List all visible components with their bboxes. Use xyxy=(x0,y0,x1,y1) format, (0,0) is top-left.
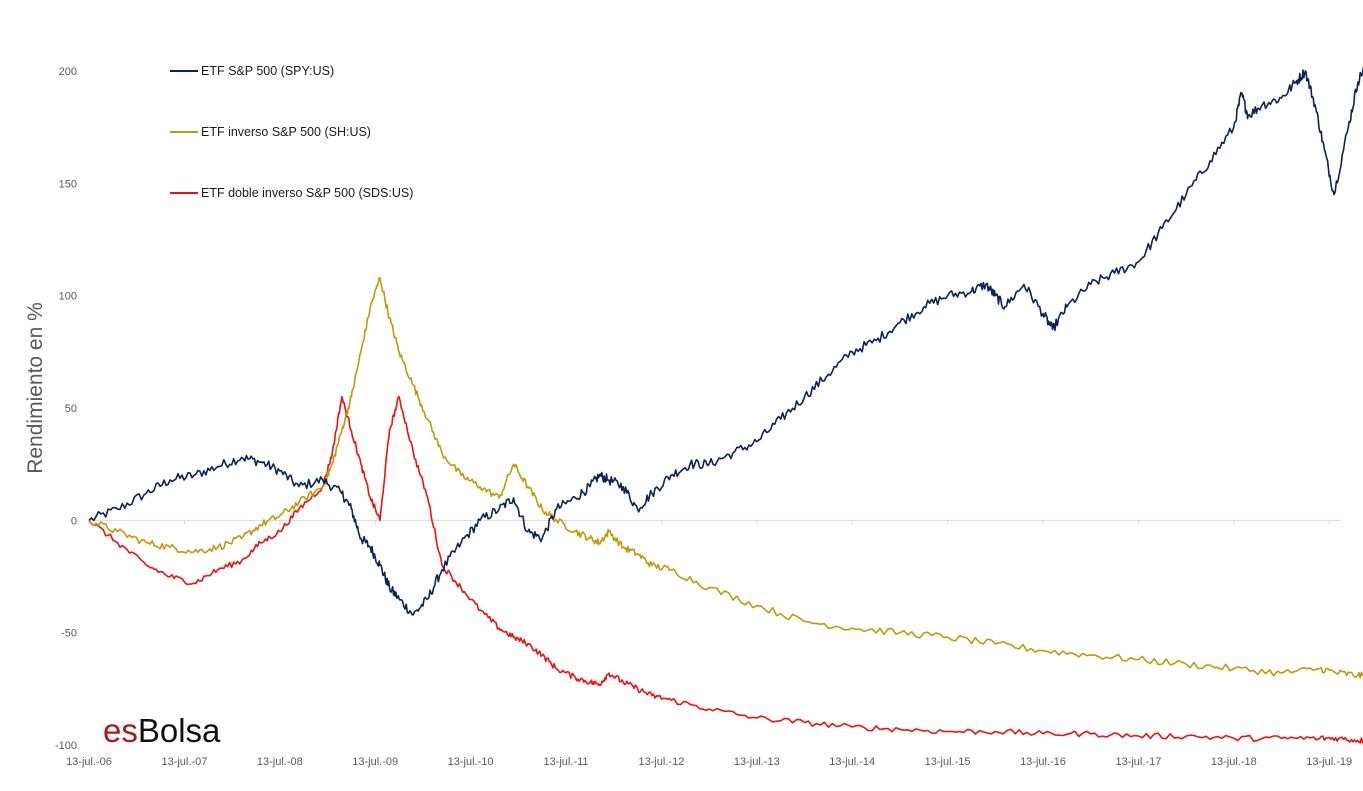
x-tick-label: 13-jul.-08 xyxy=(257,756,303,768)
y-tick-label: 0 xyxy=(71,515,77,527)
x-tick-label: 13-jul.-19 xyxy=(1306,756,1352,768)
x-tick-label: 13-jul.-18 xyxy=(1211,756,1257,768)
x-tick-label: 13-jul.-09 xyxy=(352,756,398,768)
x-tick-label: 13-jul.-06 xyxy=(66,756,112,768)
logo: esBolsa xyxy=(103,712,221,749)
x-tick-label: 13-jul.-10 xyxy=(448,756,494,768)
legend-label-sds: ETF doble inverso S&P 500 (SDS:US) xyxy=(201,186,413,200)
legend-label-spy: ETF S&P 500 (SPY:US) xyxy=(201,64,334,78)
y-tick-label: 200 xyxy=(59,66,77,78)
y-ticks: 200 150 100 50 0 -50 -100 xyxy=(55,66,77,752)
x-tick-label: 13-jul.-16 xyxy=(1020,756,1066,768)
y-tick-label: 50 xyxy=(65,403,77,415)
x-tick-label: 13-jul.-07 xyxy=(161,756,207,768)
logo-es: es xyxy=(103,712,138,749)
legend-label-sh: ETF inverso S&P 500 (SH:US) xyxy=(201,125,371,139)
series-line-sds xyxy=(88,395,1363,744)
y-tick-label: 100 xyxy=(59,291,77,303)
svg-text:esBolsa: esBolsa xyxy=(103,712,221,749)
series-line-spy xyxy=(88,65,1363,616)
y-tick-label: 150 xyxy=(59,178,77,190)
y-tick-label: -100 xyxy=(55,740,77,752)
y-axis-label: Rendimiento en % xyxy=(24,302,47,474)
x-ticks: 13-jul.-06 13-jul.-07 13-jul.-08 13-jul.-09… xyxy=(66,520,1352,768)
x-tick-label: 13-jul.-11 xyxy=(543,756,588,768)
series-layer xyxy=(88,65,1363,744)
x-tick-label: 13-jul.-15 xyxy=(925,756,971,768)
x-tick-label: 13-jul.-14 xyxy=(829,756,875,768)
x-tick-label: 13-jul.-13 xyxy=(734,756,780,768)
legend: ETF S&P 500 (SPY:US) ETF inverso S&P 500… xyxy=(170,64,413,200)
x-tick-label: 13-jul.-12 xyxy=(638,756,684,768)
y-tick-label: -50 xyxy=(61,628,77,640)
x-tick-label: 13-jul.-17 xyxy=(1115,756,1161,768)
series-line-sh xyxy=(88,276,1363,679)
logo-bolsa: Bolsa xyxy=(138,712,221,749)
